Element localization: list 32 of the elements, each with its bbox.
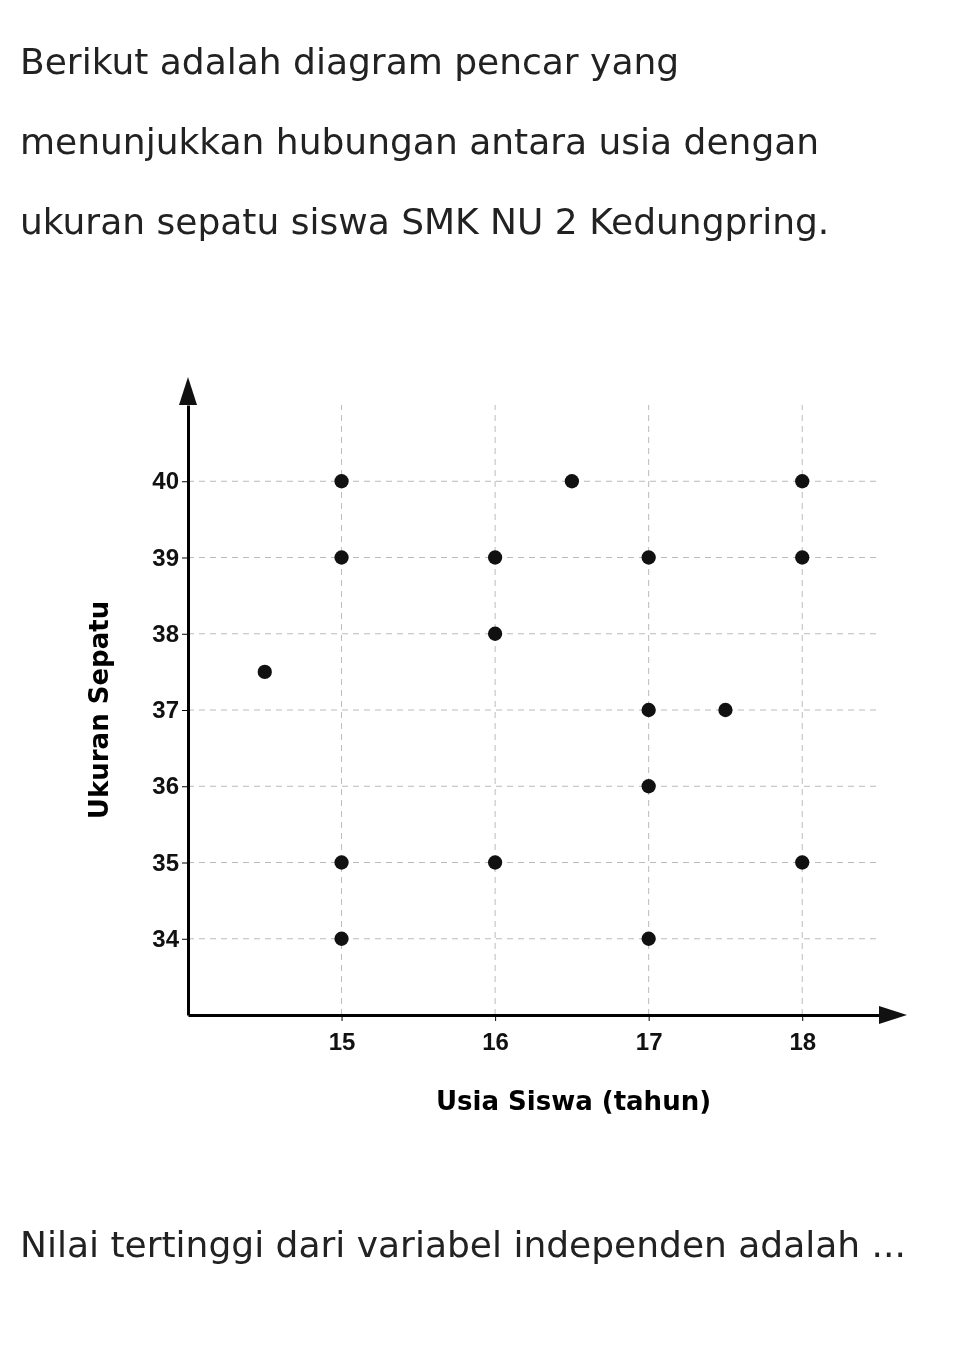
y-tick-label: 36 — [152, 772, 179, 800]
x-tick-label: 16 — [482, 1028, 509, 1056]
point — [487, 550, 503, 565]
y-tick-label: 40 — [152, 467, 179, 495]
y-tick-label: 38 — [152, 619, 179, 647]
point — [718, 702, 733, 718]
point — [795, 550, 810, 565]
point — [641, 931, 656, 946]
point — [487, 626, 503, 641]
text: Nilai tertinggi dari variabel independen adalah ... — [20, 1223, 907, 1267]
y-tick-label: 39 — [152, 543, 179, 571]
point — [334, 474, 349, 489]
x-tick-label: 18 — [789, 1028, 817, 1056]
point — [795, 855, 810, 870]
point — [641, 702, 656, 718]
point — [795, 474, 810, 489]
point — [641, 779, 656, 794]
chart-title: Berikut adalah diagram pencar yang menunjukkan hubungan antara usia dengan ukuran sepatu siswa SMK NU 2 Kedungpring. — [20, 40, 831, 244]
point — [334, 855, 349, 870]
point — [334, 931, 349, 946]
x-axis-title: Usia Siswa (tahun) — [435, 1086, 712, 1116]
point — [487, 855, 503, 870]
point — [564, 474, 580, 489]
x-tick-label: 15 — [328, 1028, 356, 1056]
point — [334, 550, 349, 565]
y-axis-title: Ukuran Sepatu — [84, 600, 114, 820]
x-tick-label: 17 — [635, 1028, 663, 1056]
y-tick-label: 34 — [152, 924, 180, 952]
point — [257, 664, 272, 679]
point — [641, 550, 656, 565]
y-tick-label: 35 — [152, 848, 179, 876]
y-tick-label: 37 — [152, 696, 179, 724]
